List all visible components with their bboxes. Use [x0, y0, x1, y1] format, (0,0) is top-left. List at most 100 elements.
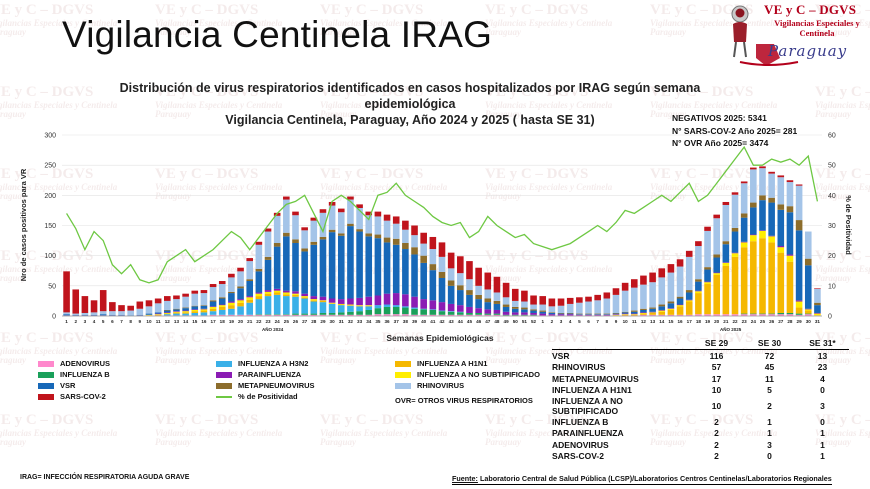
bar-segment-adenovirus — [356, 314, 363, 316]
bar-segment-influenza-a-no-subtipificado — [731, 253, 739, 257]
year-label-2025: AÑO 2025 — [720, 326, 742, 332]
x-tick-label: 7 — [596, 319, 599, 324]
x-tick-label: 24 — [275, 319, 281, 324]
bar-segment-influenza-a-no-subtipificado — [658, 310, 666, 312]
bar-segment-parainfluenza — [740, 241, 748, 243]
table-cell-value: 10 — [711, 385, 722, 396]
bar-segment-parainfluenza — [759, 230, 766, 231]
bar-segment-parainfluenza — [777, 246, 785, 248]
bar-segment-sars-cov-2 — [392, 216, 400, 224]
bar-segment-rhinovirus — [713, 218, 720, 255]
bar-segment-vsr — [768, 202, 775, 236]
x-tick-label: 29 — [797, 319, 803, 324]
bar-segment-influenza-a-h1n1 — [164, 313, 171, 315]
bar-segment-vsr — [81, 314, 89, 316]
bar-segment-influenza-a-h1n1 — [795, 307, 803, 314]
bar-segment-rhinovirus — [539, 304, 547, 311]
source-label: Fuente: — [452, 474, 478, 483]
bar-segment-parainfluenza — [209, 306, 217, 307]
bar-segment-adenovirus — [255, 314, 263, 316]
bar-segment-sars-cov-2 — [667, 264, 675, 273]
bar-segment-parainfluenza — [621, 313, 629, 315]
bar-segment-vsr — [685, 292, 693, 300]
bar-segment-metapneumovirus — [429, 264, 437, 271]
bar-segment-rhinovirus — [328, 205, 336, 230]
bar-segment-sars-cov-2 — [255, 241, 263, 245]
x-tick-label: 8 — [606, 319, 609, 324]
bar-segment-metapneumovirus — [484, 298, 492, 303]
x-tick-label: 28 — [311, 319, 317, 324]
bar-segment-parainfluenza — [319, 296, 327, 301]
x-tick-label: 38 — [403, 319, 409, 324]
table-cell-value: 0 — [820, 416, 825, 427]
legend-influenza-b: INFLUENZA B — [38, 370, 110, 379]
bar-segment-adenovirus — [374, 314, 382, 316]
bar-segment-adenovirus — [273, 314, 281, 316]
bar-segment-sars-cov-2 — [118, 305, 125, 312]
bar-segment-influenza-a-h1n1 — [667, 309, 675, 315]
table-row: INFLUENZA B 2 1 0 — [552, 416, 849, 428]
bar-segment-parainfluenza — [466, 306, 473, 313]
legend-adenovirus: ADENOVIRUS — [38, 359, 110, 368]
bar-segment-influenza-a-no-subtipificado — [319, 300, 327, 301]
bar-segment-metapneumovirus — [411, 247, 418, 255]
bar-segment-vsr — [402, 249, 409, 295]
bar-segment-adenovirus — [337, 314, 345, 316]
bar-segment-metapneumovirus — [804, 258, 812, 266]
bar-segment-influenza-a-no-subtipificado — [365, 305, 373, 306]
bar-segment-vsr — [759, 200, 766, 231]
bar-segment-vsr — [328, 232, 336, 299]
bar-segment-metapneumovirus — [768, 197, 775, 203]
bar-segment-rhinovirus — [594, 300, 601, 314]
bar-segment-adenovirus — [228, 314, 235, 316]
bar-segment-metapneumovirus — [475, 294, 482, 300]
bar-segment-rhinovirus — [786, 182, 794, 207]
bar-segment-influenza-b — [347, 311, 354, 315]
bar-segment-vsr — [466, 294, 473, 307]
bar-segment-rhinovirus — [667, 272, 675, 302]
table-row: PARAINFLUENZA 2 1 1 — [552, 428, 849, 440]
bar-segment-influenza-a-h1n1 — [676, 306, 684, 315]
bar-segment-sars-cov-2 — [576, 297, 583, 303]
bar-segment-parainfluenza — [447, 303, 455, 312]
bar-segment-sars-cov-2 — [768, 171, 775, 174]
bar-segment-rhinovirus — [264, 231, 272, 257]
table-cell-label: PARAINFLUENZA — [552, 428, 624, 439]
bar-segment-influenza-a-h1n1 — [273, 292, 281, 295]
bar-segment-sars-cov-2 — [447, 252, 455, 269]
bar-segment-metapneumovirus — [402, 243, 409, 250]
x-tick-label: 25 — [284, 319, 290, 324]
bar-segment-adenovirus — [402, 314, 409, 316]
bar-segment-metapneumovirus — [649, 307, 656, 309]
bar-segment-rhinovirus — [502, 297, 510, 305]
bar-segment-parainfluenza — [292, 291, 299, 294]
legend-swatch — [216, 382, 232, 389]
bar-segment-parainfluenza — [347, 298, 354, 305]
bar-segment-influenza-b — [264, 314, 272, 315]
bar-segment-metapneumovirus — [722, 241, 730, 245]
bar-segment-rhinovirus — [200, 293, 208, 306]
bar-segment-rhinovirus — [63, 312, 70, 315]
bar-segment-adenovirus — [447, 314, 455, 316]
bar-segment-influenza-a-h1n1 — [154, 314, 162, 316]
legend-swatch — [38, 360, 54, 367]
bar-segment-parainfluenza — [612, 314, 620, 315]
bar-segment-adenovirus — [283, 314, 290, 316]
bar-segment-rhinovirus — [246, 261, 253, 280]
bar-segment-parainfluenza — [695, 290, 702, 292]
x-tick-label: 4 — [93, 319, 96, 324]
bar-segment-influenza-a-no-subtipificado — [292, 293, 299, 295]
table-cell-value: 13 — [817, 350, 828, 361]
bars-layer — [63, 166, 821, 316]
bar-segment-influenza-b — [383, 306, 391, 315]
bar-segment-influenza-b — [365, 309, 373, 315]
x-tick-label: 5 — [578, 319, 581, 324]
bar-segment-parainfluenza — [576, 314, 583, 316]
bar-segment-influenza-a-h1n1 — [722, 265, 730, 315]
x-tick-label: 44 — [458, 319, 464, 324]
x-tick-label: 14 — [183, 319, 189, 324]
bar-segment-influenza-b — [740, 313, 748, 315]
bar-segment-parainfluenza — [511, 312, 519, 315]
x-tick-label: 17 — [211, 319, 217, 324]
